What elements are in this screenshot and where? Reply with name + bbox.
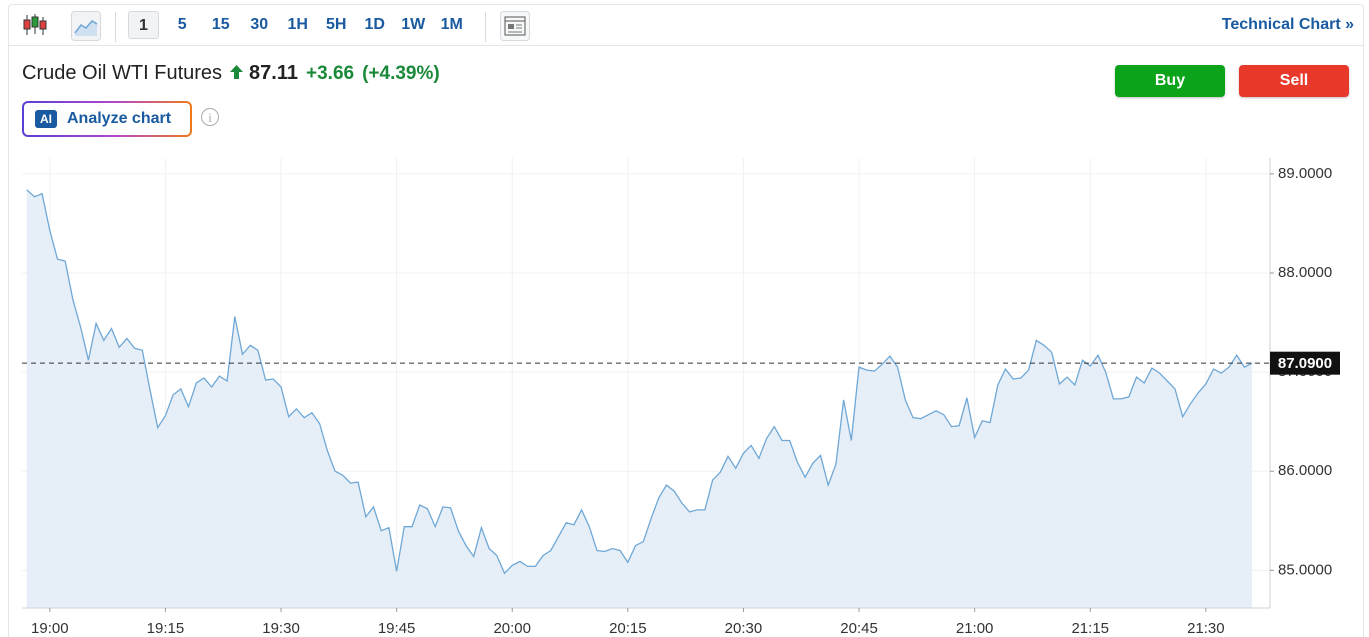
chevron: »: [1345, 16, 1354, 33]
current-price-label: 87.0900: [1278, 355, 1332, 372]
interval-button[interactable]: 1W: [401, 16, 426, 33]
sell-button[interactable]: Sell: [1239, 65, 1349, 97]
x-tick-label: 19:00: [31, 620, 69, 637]
x-tick-label: 19:30: [262, 620, 300, 637]
interval-button[interactable]: 1H: [287, 16, 308, 33]
x-tick-label: 21:15: [1071, 620, 1109, 637]
current-price-box: [1270, 351, 1340, 375]
quote: 87.11: [230, 62, 298, 85]
interval-list: 1 5 15 30 1H 5H 1D 1W 1M: [124, 11, 471, 39]
y-tick-label: 89.0000: [1278, 165, 1332, 182]
interval-button[interactable]: 15: [211, 16, 230, 33]
x-tick-label: 20:45: [840, 620, 878, 637]
interval-button[interactable]: 5: [177, 16, 187, 33]
interval-button[interactable]: 1M: [440, 16, 463, 33]
x-tick-label: 20:15: [609, 620, 647, 637]
candlestick-icon[interactable]: [22, 13, 48, 37]
x-tick-label: 20:00: [493, 620, 531, 637]
interval-button[interactable]: 1: [128, 11, 159, 39]
info-icon[interactable]: i: [201, 108, 219, 126]
analyze-chart-text: Analyze chart: [67, 110, 172, 127]
instrument-header: Crude Oil WTI Futures 87.11 +3.66 (+4.39…: [22, 62, 440, 85]
price-change: +3.66: [306, 63, 355, 84]
analyze-chart-inner: AI Analyze chart: [24, 103, 190, 135]
x-tick-label: 19:45: [378, 620, 416, 637]
instrument-title: Crude Oil WTI Futures: [22, 62, 223, 84]
area-fill: [26, 189, 1253, 608]
y-tick-label: 86.0000: [1278, 462, 1332, 479]
up-arrow: [230, 65, 244, 79]
frame: [8, 4, 1364, 637]
interval-button[interactable]: 1D: [364, 16, 385, 33]
y-tick-label: 85.0000: [1278, 561, 1332, 578]
interval-button[interactable]: 5H: [326, 16, 347, 33]
last-price: 87.11: [249, 62, 298, 84]
buy-button[interactable]: Buy: [1115, 65, 1225, 97]
y-tick-label: 88.0000: [1278, 264, 1332, 281]
price-change-percent: (+4.39%): [362, 63, 440, 84]
technical-chart-link[interactable]: Technical Chart »: [1222, 16, 1354, 34]
ai-badge: AI: [35, 110, 57, 128]
price-line: [26, 189, 1253, 575]
interval-button[interactable]: 30: [250, 16, 269, 33]
separator: [485, 12, 486, 42]
x-tick-label: 21:30: [1187, 620, 1225, 637]
separator: [115, 12, 116, 42]
line-chart-icon[interactable]: [71, 11, 101, 41]
x-tick-label: 21:00: [956, 620, 994, 637]
analyze-chart-button[interactable]: AI Analyze chart: [22, 101, 192, 137]
toolbar: 1 5 15 30 1H 5H 1D 1W 1M Technical Chart »: [8, 4, 1364, 46]
technical-chart-text: Technical Chart: [1221, 16, 1341, 33]
layout-icon[interactable]: [500, 11, 530, 41]
x-tick-label: 19:15: [147, 620, 185, 637]
x-tick-label: 20:30: [725, 620, 763, 637]
